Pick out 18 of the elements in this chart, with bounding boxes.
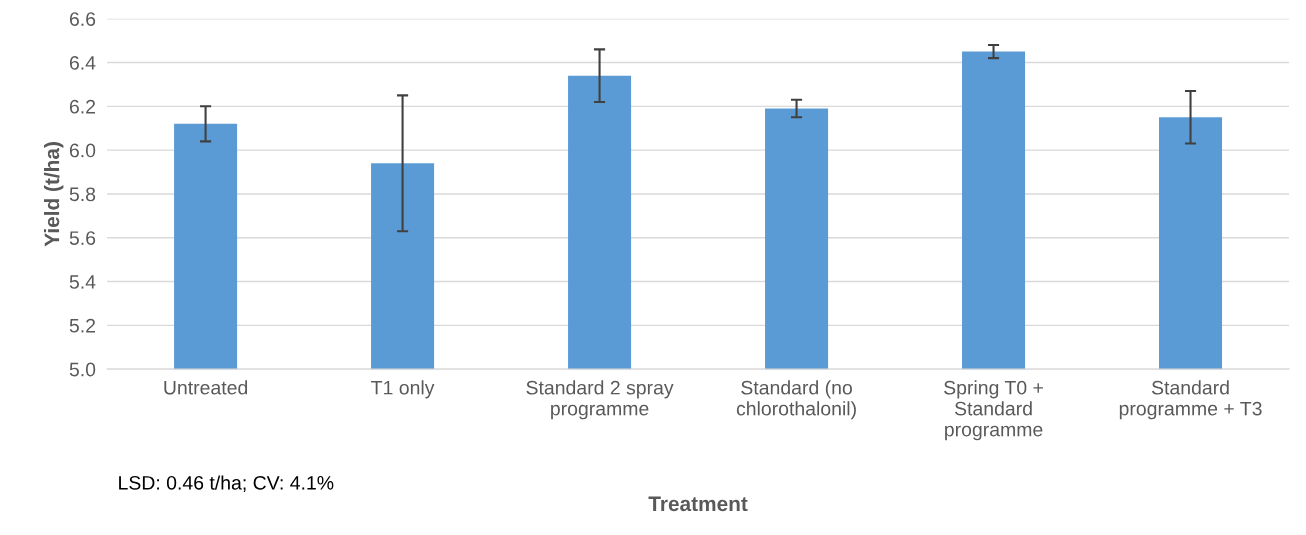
x-tick-label: T1 only bbox=[371, 380, 435, 399]
y-tick-label: 6.4 bbox=[69, 56, 96, 70]
y-tick-label: 6.2 bbox=[69, 99, 96, 114]
y-tick-label: 5.0 bbox=[69, 362, 96, 377]
x-tick-label: Untreated bbox=[164, 380, 248, 395]
y-tick-label: 5.4 bbox=[69, 275, 96, 289]
text: LSD: 0.46 t/ha; CV: 4.1% bbox=[119, 475, 334, 493]
y-tick-label: 5.2 bbox=[69, 318, 96, 333]
x-tick-label: Spring T0 + Standard programme bbox=[944, 380, 1043, 441]
y-axis-title: Yield (t/ha) bbox=[43, 142, 64, 247]
x-tick-label: Standard (no chlorothalonil) bbox=[736, 380, 856, 420]
x-axis-title: Treatment bbox=[648, 496, 748, 512]
x-tick-label: Standard programme + T3 bbox=[1119, 380, 1262, 420]
y-tick-label: 6.6 bbox=[69, 12, 96, 26]
y-tick-label: 6.0 bbox=[69, 143, 96, 158]
y-tick-label: 5.8 bbox=[69, 187, 96, 202]
x-tick-label: Standard 2 spray programme bbox=[526, 380, 674, 420]
y-tick-label: 5.6 bbox=[69, 231, 96, 245]
